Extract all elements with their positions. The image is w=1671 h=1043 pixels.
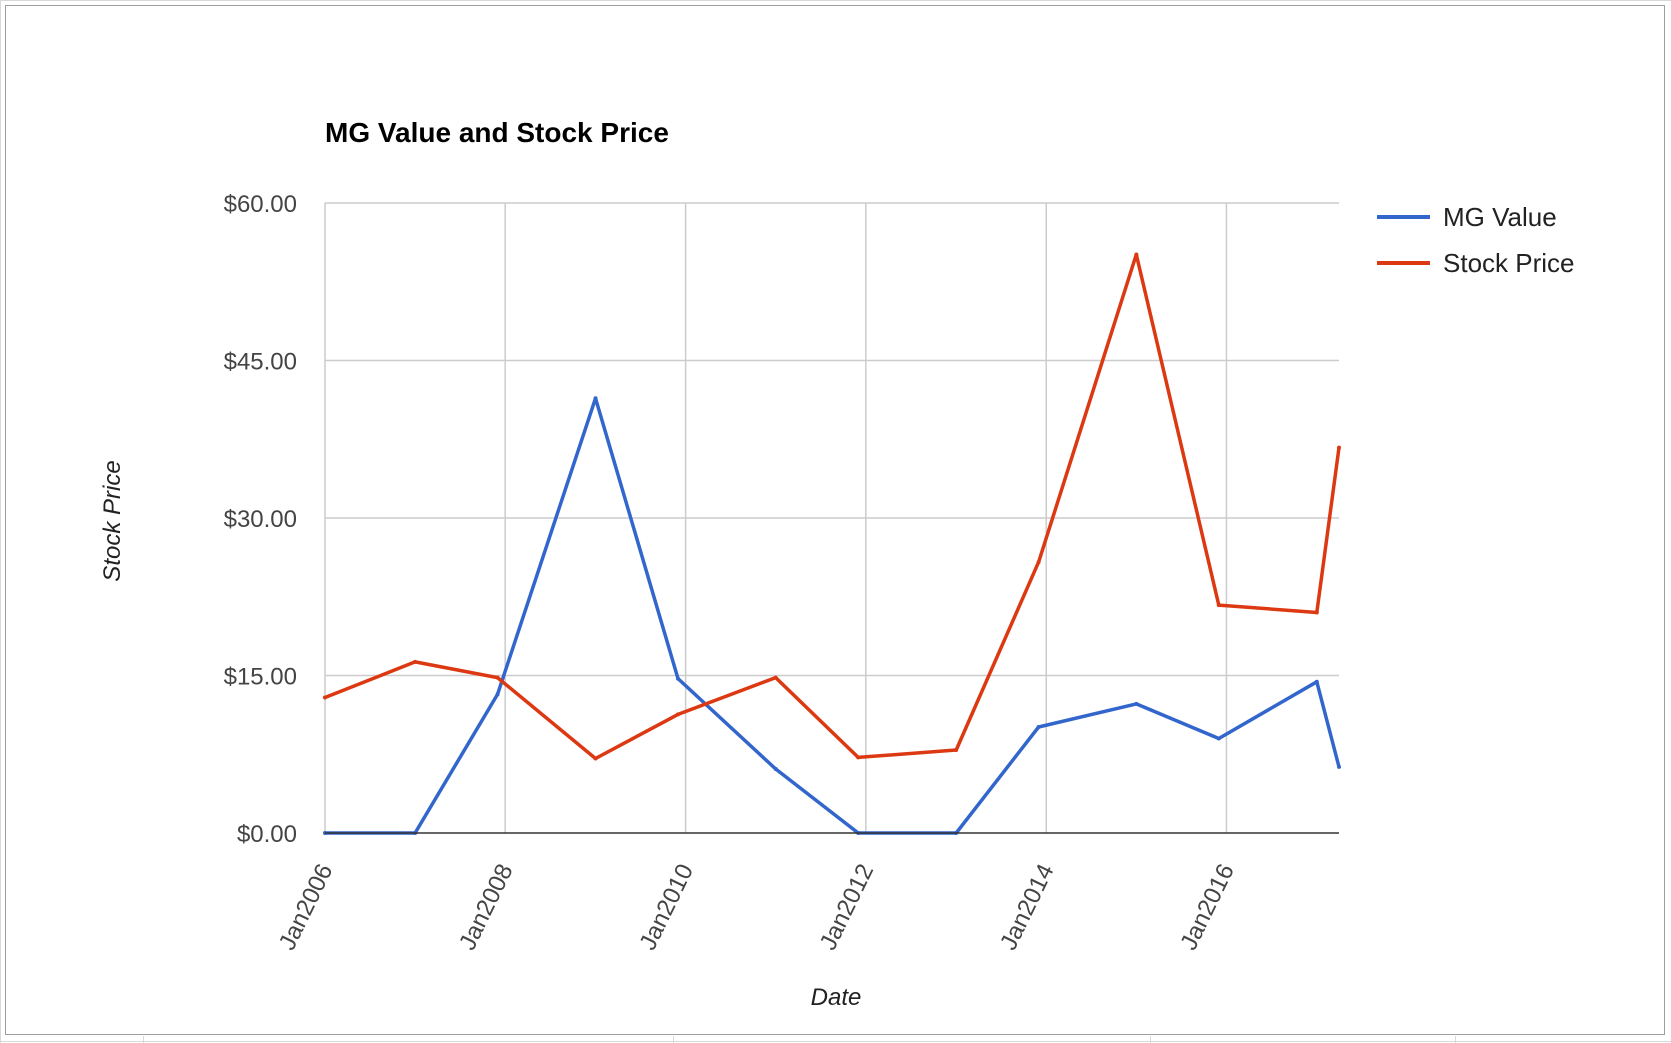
data-point[interactable] [413, 659, 418, 664]
data-point[interactable] [495, 692, 500, 697]
data-point[interactable] [593, 756, 598, 761]
data-point[interactable] [1337, 445, 1341, 450]
y-tick-label: $60.00 [224, 191, 297, 218]
data-point[interactable] [1337, 764, 1341, 769]
chart-title: MG Value and Stock Price [325, 117, 669, 148]
data-point[interactable] [773, 675, 778, 680]
y-tick-label: $30.00 [224, 506, 297, 533]
y-tick-label: $45.00 [224, 349, 297, 376]
series-lines [323, 252, 1341, 835]
y-axis-title: Stock Price [99, 460, 126, 581]
x-tick-label: Jan2006 [274, 860, 339, 955]
data-point[interactable] [954, 748, 959, 753]
data-point[interactable] [1216, 603, 1221, 608]
data-point[interactable] [1134, 252, 1139, 257]
y-tick-label: $0.00 [237, 821, 297, 848]
y-axis-tick-labels: $0.00 $15.00 $30.00 $45.00 $60.00 [224, 191, 297, 848]
data-point[interactable] [1314, 679, 1319, 684]
x-tick-label: Jan2008 [454, 860, 519, 955]
data-point[interactable] [593, 396, 598, 401]
x-axis-title: Date [811, 984, 862, 1011]
data-point[interactable] [675, 676, 680, 681]
data-point[interactable] [495, 675, 500, 680]
legend[interactable]: MG Value Stock Price [1377, 202, 1575, 278]
x-tick-label: Jan2014 [995, 860, 1060, 955]
line-chart: $0.00$15.00$30.00$45.00$60.00 Jan2006 Jan… [99, 117, 1575, 1011]
data-point[interactable] [1036, 724, 1041, 729]
x-axis-tick-labels: Jan2006 Jan2008 Jan2010 Jan2012 Jan2014 Jan20… [274, 860, 1240, 955]
x-tick-label: Jan2016 [1175, 860, 1240, 955]
data-point[interactable] [1314, 610, 1319, 615]
x-tick-label: Jan2010 [634, 860, 699, 955]
data-point[interactable] [773, 766, 778, 771]
y-tick-label: $15.00 [224, 664, 297, 691]
data-point[interactable] [675, 712, 680, 717]
x-tick-label: Jan2012 [815, 860, 880, 955]
data-point[interactable] [1134, 701, 1139, 706]
data-point[interactable] [856, 755, 861, 760]
grid-lines [324, 202, 1339, 833]
legend-label: MG Value [1443, 202, 1557, 232]
data-point[interactable] [1036, 560, 1041, 565]
data-point[interactable] [323, 695, 327, 700]
data-point[interactable] [1216, 736, 1221, 741]
series-line-stock-price[interactable] [323, 252, 1341, 761]
legend-label: Stock Price [1443, 248, 1575, 278]
chart-container[interactable]: $0.00 $15.00 $30.00 $45.00 $60.00 Jan2006 Jan… [5, 5, 1665, 1035]
